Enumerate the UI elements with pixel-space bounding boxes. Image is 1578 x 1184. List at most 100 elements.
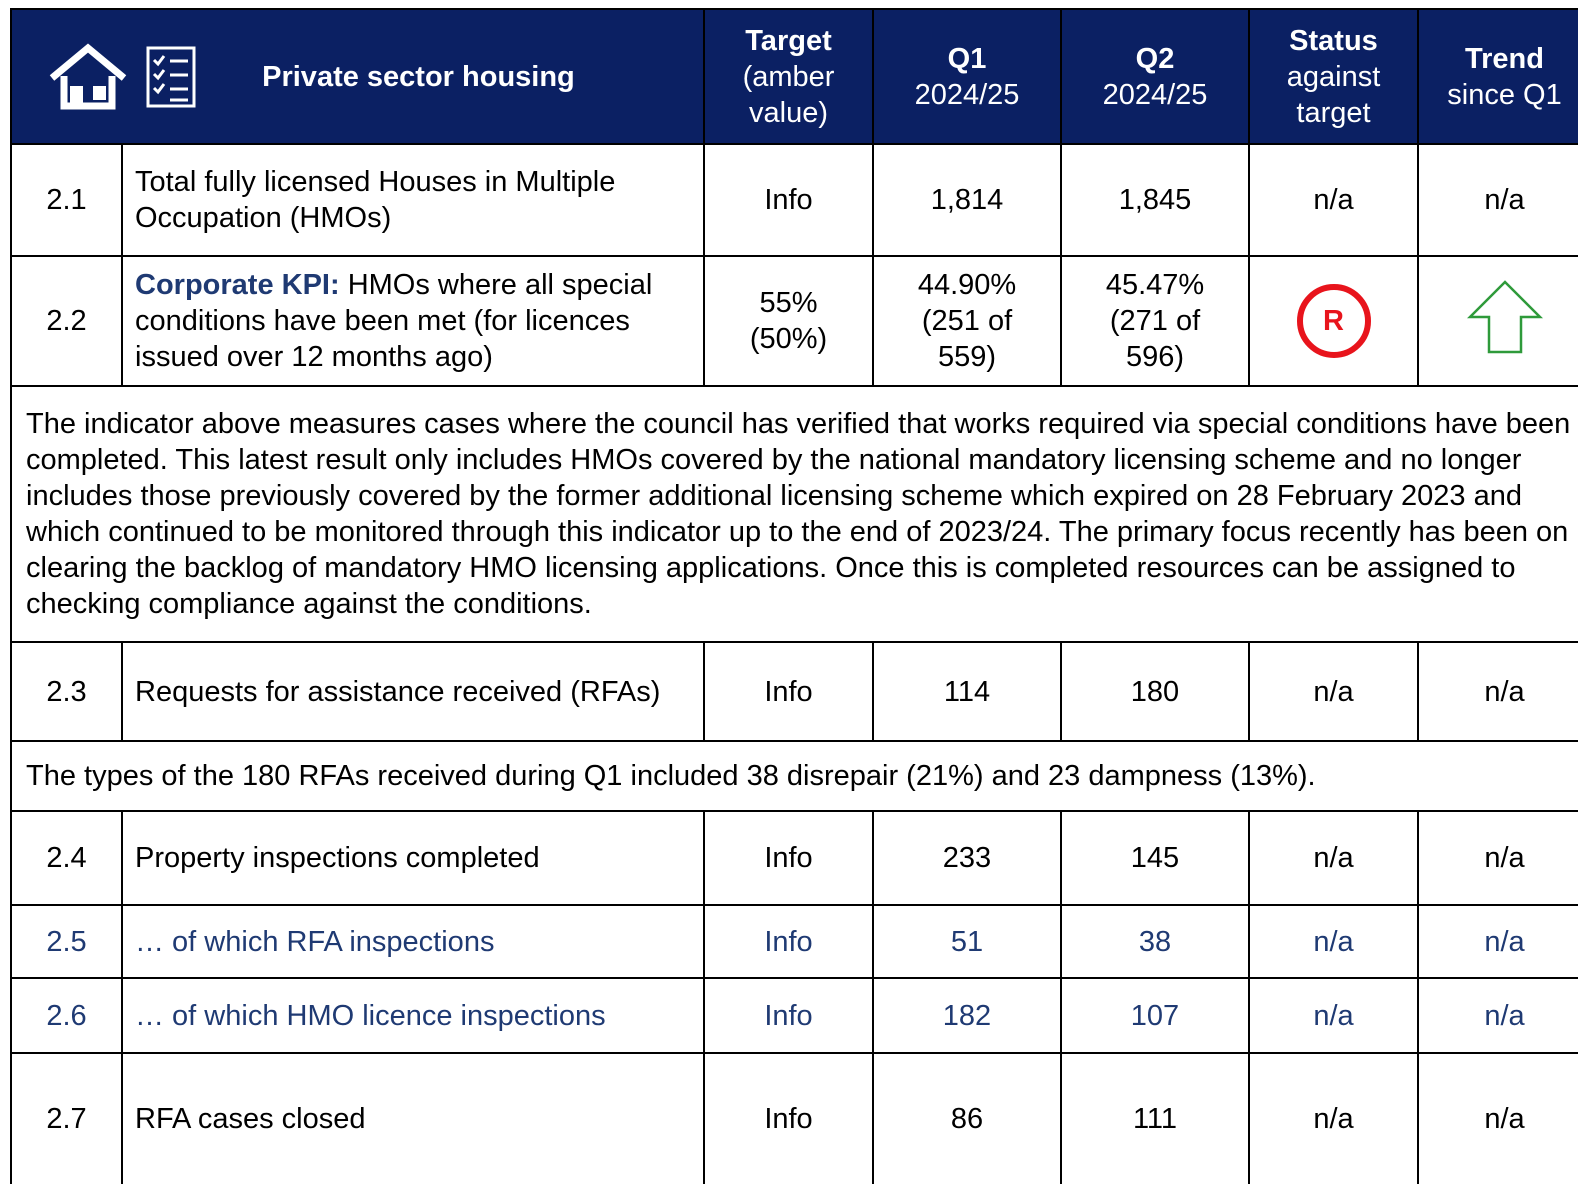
target: Info <box>703 977 874 1054</box>
q2: 180 <box>1060 641 1250 742</box>
q1-line: 559) <box>937 341 997 373</box>
row-id: 2.1 <box>10 143 123 257</box>
data-row: 2.6 … of which HMO licence inspections Inf… <box>10 977 1578 1054</box>
q1: 44.90% (251 of 559) <box>872 255 1062 387</box>
target: 55% (50%) <box>703 255 874 387</box>
status: n/a <box>1248 1052 1419 1184</box>
note: The indicator above measures cases where… <box>10 385 1578 643</box>
trend: n/a <box>1417 977 1578 1054</box>
q1-line: 182 <box>942 999 992 1032</box>
row-id: 2.4 <box>10 810 123 906</box>
measure-text: Requests for assistance received (RFAs) <box>135 675 661 708</box>
measure: RFA cases closed <box>121 1052 705 1184</box>
note-row: The types of the 180 RFAs received durin… <box>10 740 1578 812</box>
target: Info <box>703 143 874 257</box>
q1: 182 <box>872 977 1062 1054</box>
target-line: (50%) <box>749 323 828 355</box>
status: n/a <box>1248 904 1419 979</box>
target: Info <box>703 1052 874 1184</box>
q1-line: 86 <box>950 1103 984 1135</box>
q1: 86 <box>872 1052 1062 1184</box>
note-row: The indicator above measures cases where… <box>10 385 1578 643</box>
q1-line: 114 <box>943 675 991 708</box>
trend-up-arrow <box>1466 279 1543 353</box>
column-header-line: Q2 <box>1135 42 1175 75</box>
column-header: Trend since Q1 <box>1417 8 1578 145</box>
measure-text: … of which HMO licence inspections <box>135 999 606 1032</box>
data-row: 2.1 Total fully licensed Houses in Multip… <box>10 143 1578 257</box>
column-header-line: Status <box>1289 24 1378 57</box>
measure: Total fully licensed Houses in Multiple … <box>121 143 705 257</box>
status: n/a <box>1248 977 1419 1054</box>
trend: n/a <box>1417 641 1578 742</box>
measure: … of which HMO licence inspections <box>121 977 705 1054</box>
measure-text: RFA cases closed <box>135 1103 366 1135</box>
note: The types of the 180 RFAs received durin… <box>10 740 1578 812</box>
column-header: Q2 2024/25 <box>1060 8 1250 145</box>
q1: 114 <box>872 641 1062 742</box>
checklist-icon <box>146 46 196 107</box>
column-header-line: 2024/25 <box>1102 78 1208 111</box>
q2-line: 180 <box>1130 675 1180 708</box>
measure: Requests for assistance received (RFAs) <box>121 641 705 742</box>
q1-line: 51 <box>950 925 984 958</box>
data-row: 2.3 Requests for assistance received (RFA… <box>10 641 1578 742</box>
kpi-label: Corporate KPI: <box>135 269 340 301</box>
measure: Corporate KPI: HMOs where all special co… <box>121 255 705 387</box>
kpi-table: Private sector housing Target (amber valu… <box>10 8 1578 1184</box>
q2-line: 596) <box>1125 341 1185 373</box>
q1-line: 233 <box>942 842 992 874</box>
title: Private sector housing <box>262 60 575 93</box>
column-header: Q1 2024/25 <box>872 8 1062 145</box>
house-icon <box>49 42 127 109</box>
q1-line: 44.90% <box>917 269 1017 301</box>
trend: n/a <box>1417 143 1578 257</box>
target: Info <box>703 810 874 906</box>
target-line: Info <box>764 184 813 216</box>
status: n/a <box>1248 810 1419 906</box>
data-row: 2.2 Corporate KPI: HMOs where all special… <box>10 255 1578 387</box>
target-line: 55% <box>759 287 818 319</box>
q2-line: 145 <box>1130 842 1180 874</box>
data-row: 2.5 … of which RFA inspections Info 51 38 n/a… <box>10 904 1578 979</box>
row-id: 2.6 <box>10 977 123 1054</box>
q2-line: 107 <box>1130 999 1180 1032</box>
target-line: Info <box>764 925 813 958</box>
target-line: Info <box>764 842 813 874</box>
measure-text: Property inspections completed <box>135 842 540 874</box>
q1: 1,814 <box>872 143 1062 257</box>
trend <box>1417 255 1578 387</box>
status: n/a <box>1248 641 1419 742</box>
q1-line: (251 of <box>921 305 1013 337</box>
measure-text: Total fully licensed Houses in Multiple … <box>135 166 616 234</box>
q2: 45.47% (271 of 596) <box>1060 255 1250 387</box>
target: Info <box>703 904 874 979</box>
q2-line: 45.47% <box>1105 269 1205 301</box>
target-line: Info <box>764 999 813 1032</box>
column-header-line: against target <box>1286 60 1381 129</box>
column-header: Target (amber value) <box>703 8 874 145</box>
column-header-line: Target <box>745 24 832 57</box>
row-id: 2.2 <box>10 255 123 387</box>
q2-line: 38 <box>1138 925 1172 958</box>
measure-text: … of which RFA inspections <box>135 925 495 958</box>
status: R <box>1248 255 1419 387</box>
column-header-line: Q1 <box>947 42 987 75</box>
q2-line: 111 <box>1132 1103 1178 1135</box>
measure-text: HMOs where all special conditions have b… <box>135 269 653 373</box>
status: n/a <box>1248 143 1419 257</box>
q2-line: (271 of <box>1109 305 1201 337</box>
q2: 145 <box>1060 810 1250 906</box>
q2: 38 <box>1060 904 1250 979</box>
trend: n/a <box>1417 810 1578 906</box>
measure: … of which RFA inspections <box>121 904 705 979</box>
trend: n/a <box>1417 904 1578 979</box>
q1-line: 1,814 <box>930 184 1004 216</box>
trend: n/a <box>1417 1052 1578 1184</box>
target-line: Info <box>764 1103 813 1135</box>
row-id: 2.5 <box>10 904 123 979</box>
row-id: 2.3 <box>10 641 123 742</box>
q2-line: 1,845 <box>1118 184 1192 216</box>
rag-status: R <box>1296 284 1371 358</box>
